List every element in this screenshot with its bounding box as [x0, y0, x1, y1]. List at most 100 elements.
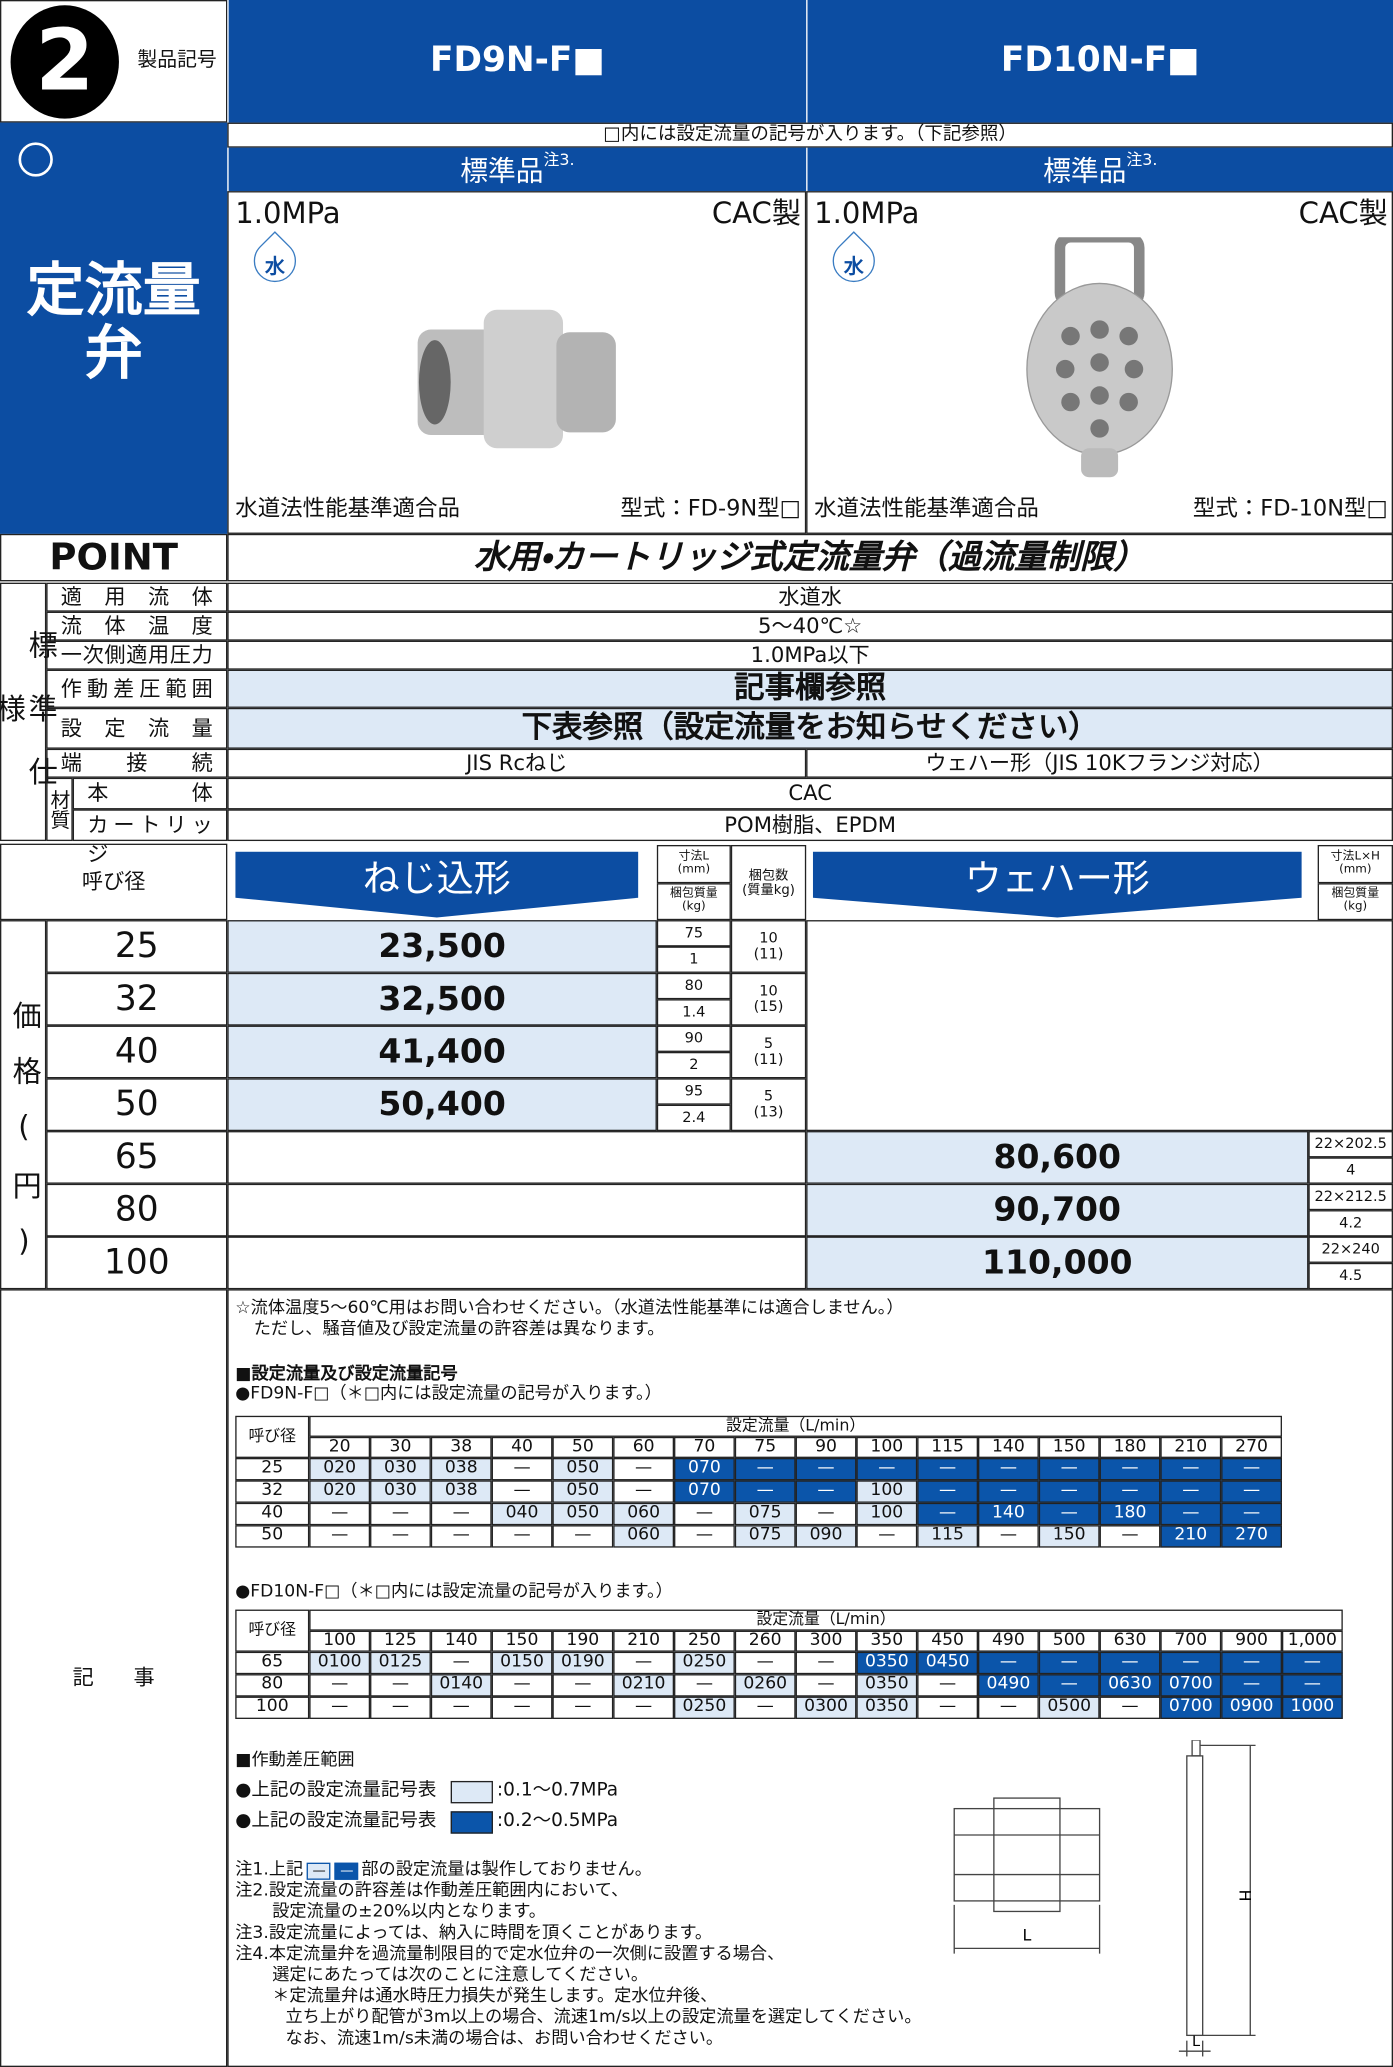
type-banner: ねじ込形 — [235, 851, 639, 918]
size: 25 — [46, 920, 228, 973]
union-nut — [993, 1797, 1061, 1913]
price-group: 価格(円) — [0, 920, 47, 1290]
code-cell: 038 — [430, 1457, 492, 1481]
code-cell: — — [734, 1457, 796, 1481]
spec-label: 設定流量 — [46, 707, 228, 749]
flow: 140 — [430, 1630, 492, 1652]
table-size: 100 — [235, 1696, 310, 1719]
flow: 38 — [430, 1436, 492, 1458]
table-size: 50 — [235, 1525, 310, 1548]
code-cell: — — [795, 1502, 857, 1526]
code-cell: 270 — [1221, 1525, 1282, 1548]
code-cell: — — [917, 1696, 979, 1719]
pack: 10 (15) — [730, 972, 807, 1026]
flow: 500 — [1038, 1630, 1100, 1652]
code-cell: 030 — [370, 1480, 431, 1503]
code-cell: 115 — [917, 1525, 979, 1548]
code-cell: — — [552, 1525, 614, 1548]
flow: 140 — [978, 1436, 1039, 1458]
col-header: 梱包質量 (kg) — [656, 883, 731, 921]
code-cell: 0210 — [613, 1674, 675, 1697]
pack: 10 (11) — [730, 920, 807, 973]
flow: 350 — [856, 1630, 918, 1652]
code-cell: 0450 — [917, 1651, 979, 1675]
wafer-handle — [1191, 1740, 1201, 1757]
section-title: ■設定流量及び設定流量記号 — [235, 1364, 458, 1384]
code-cell: 0700 — [1160, 1696, 1222, 1719]
grade-text: 標準品 — [1043, 155, 1127, 188]
code-cell: — — [370, 1674, 431, 1697]
nut — [483, 309, 564, 449]
code-cell: — — [734, 1651, 796, 1675]
code-cell: — — [856, 1457, 918, 1481]
code-cell: 0350 — [856, 1674, 918, 1697]
point-label: POINT — [0, 533, 228, 582]
col-header: 梱包質量 (kg) — [1317, 883, 1393, 921]
type-banner: ウェハー形 — [812, 851, 1302, 918]
code-cell: 0140 — [430, 1674, 492, 1697]
note-swatch: — — [334, 1862, 359, 1880]
union-photo — [417, 309, 616, 449]
code-cell: — — [1281, 1651, 1343, 1675]
code-cell: — — [613, 1696, 675, 1719]
code-cell: 100 — [856, 1480, 918, 1503]
pack-count: 10 — [759, 929, 778, 947]
note-line: なお、流速1m/s未満の場合は、お問い合わせください。 — [285, 2028, 724, 2049]
category-cell — [0, 122, 228, 534]
spec-label: 一次側適用圧力 — [46, 640, 228, 670]
pack-mass: (15) — [753, 997, 784, 1016]
flow: 70 — [674, 1436, 735, 1458]
price: 32,500 — [227, 972, 657, 1026]
pack: 5 (11) — [730, 1025, 807, 1079]
note-line: 立ち上がり配管が3m以上の場合、流速1m/s以上の設定流量を選定してください。 — [285, 2007, 922, 2028]
price: 90,700 — [806, 1183, 1309, 1237]
flow: 180 — [1099, 1436, 1161, 1458]
note-line: 設定流量の±20%以内となります。 — [272, 1902, 546, 1922]
code-cell: — — [795, 1457, 857, 1481]
grade-text: 標準品 — [460, 155, 544, 188]
flow: 450 — [917, 1630, 979, 1652]
legend-range: :0.1～0.7MPa — [496, 1780, 619, 1802]
code-cell: 0490 — [978, 1674, 1039, 1697]
mass: 4.2 — [1308, 1210, 1393, 1237]
code-cell: — — [978, 1525, 1039, 1548]
code-cell: — — [917, 1457, 979, 1481]
note-line: 注4.本定流量弁を過流量制限目的で定水位弁の一次側に設置する場合、 — [235, 1944, 785, 1964]
hole — [1055, 359, 1075, 379]
table-size: 25 — [235, 1457, 310, 1481]
badge: 2 — [10, 5, 119, 119]
code-cell: — — [917, 1480, 979, 1503]
code-cell: 0260 — [734, 1674, 796, 1697]
legend-swatch — [450, 1811, 493, 1834]
col-header: 寸法L (mm) — [656, 844, 731, 884]
code-cell: — — [1221, 1674, 1282, 1697]
code-cell: — — [917, 1502, 979, 1526]
flow: 260 — [734, 1630, 796, 1652]
code-cell: — — [613, 1457, 675, 1481]
code-cell: — — [491, 1674, 553, 1697]
pack-count: 5 — [763, 1034, 774, 1052]
hole — [1124, 359, 1144, 379]
code-cell: 0300 — [795, 1696, 857, 1719]
code-cell: — — [1038, 1502, 1100, 1526]
code-cell: — — [795, 1674, 857, 1697]
note-line: 選定にあたっては次のことに注意してください。 — [272, 1965, 649, 1986]
spec-group: 標準仕様 — [0, 582, 56, 842]
code-cell: — — [1099, 1480, 1161, 1503]
model-header: FD10N-F■ — [806, 0, 1393, 123]
hole — [1061, 392, 1080, 412]
code-cell: — — [1038, 1480, 1100, 1503]
flow: 40 — [491, 1436, 553, 1458]
code-cell: — — [1221, 1480, 1282, 1503]
blank-cell — [227, 1131, 807, 1184]
code-cell: — — [1038, 1674, 1100, 1697]
flow: 300 — [795, 1630, 857, 1652]
code-cell: — — [856, 1525, 918, 1548]
code-cell: — — [1038, 1651, 1100, 1675]
point-text: 水用・カートリッジ式定流量弁（過流量制限） — [227, 533, 1393, 582]
note-text: 部の設定流量は製作しておりません。 — [361, 1859, 652, 1880]
flow: 190 — [552, 1630, 614, 1652]
pack-mass: (11) — [753, 1050, 784, 1068]
code-cell: — — [613, 1651, 675, 1675]
spec-label: 端接続 — [46, 748, 228, 778]
